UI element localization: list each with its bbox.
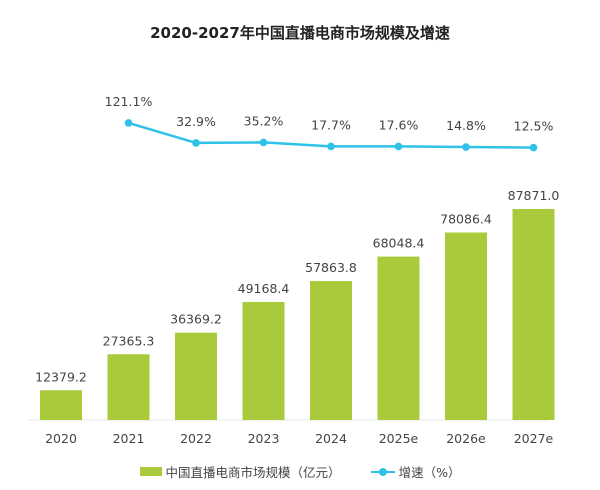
legend-line-swatch [370, 467, 395, 477]
bar-value-label: 78086.4 [440, 211, 492, 226]
growth-value-label: 17.7% [311, 117, 351, 132]
bar-value-label: 12379.2 [35, 369, 87, 384]
legend-label: 增速（%） [398, 465, 461, 480]
growth-value-label: 12.5% [514, 119, 554, 134]
bar-value-label: 57863.8 [305, 260, 357, 275]
growth-point [124, 119, 133, 127]
chart: 12379.2 2020 27365.3 2021 36369.2 2022 49168.4… [28, 94, 560, 446]
bar-value-label: 27365.3 [103, 333, 155, 348]
legend: 中国直播电商市场规模（亿元） 增速（%） [0, 462, 600, 481]
growth-value-label: 14.8% [446, 118, 486, 133]
legend-item-market-size: 中国直播电商市场规模（亿元） [139, 462, 341, 481]
x-tick-label: 2022 [180, 431, 212, 446]
x-tick-label: 2027e [514, 431, 554, 446]
growth-point [259, 138, 268, 147]
bar [175, 332, 217, 420]
bar-value-label: 68048.4 [373, 236, 425, 251]
growth-point [192, 139, 200, 147]
bar [377, 256, 420, 420]
growth-value-label: 32.9% [176, 114, 216, 129]
legend-label: 中国直播电商市场规模（亿元） [165, 465, 341, 480]
bar-value-label: 49168.4 [238, 281, 290, 296]
growth-value-label: 17.6% [379, 117, 419, 132]
bar-value-label: 87871.0 [508, 188, 560, 203]
growth-point [462, 143, 470, 151]
x-tick-label: 2024 [315, 431, 347, 446]
growth-point [529, 143, 538, 152]
bar [445, 232, 487, 420]
x-tick-label: 2021 [113, 431, 145, 446]
x-tick-label: 2020 [45, 431, 77, 446]
x-tick-label: 2025e [379, 431, 419, 446]
growth-value-label: 121.1% [105, 94, 153, 109]
bar [242, 301, 285, 420]
bar [512, 209, 555, 420]
legend-bar-swatch [139, 467, 162, 476]
bar [40, 390, 82, 420]
growth-point [394, 142, 403, 151]
x-tick-label: 2023 [248, 431, 280, 446]
legend-item-growth: 增速（%） [370, 462, 461, 481]
bar [310, 281, 352, 420]
bar-value-label: 36369.2 [170, 312, 222, 327]
bar [107, 354, 150, 420]
growth-value-label: 35.2% [244, 113, 284, 128]
chart-title: 2020-2027年中国直播电商市场规模及增速 [150, 24, 450, 42]
growth-point [327, 142, 335, 151]
x-tick-label: 2026e [446, 431, 486, 446]
